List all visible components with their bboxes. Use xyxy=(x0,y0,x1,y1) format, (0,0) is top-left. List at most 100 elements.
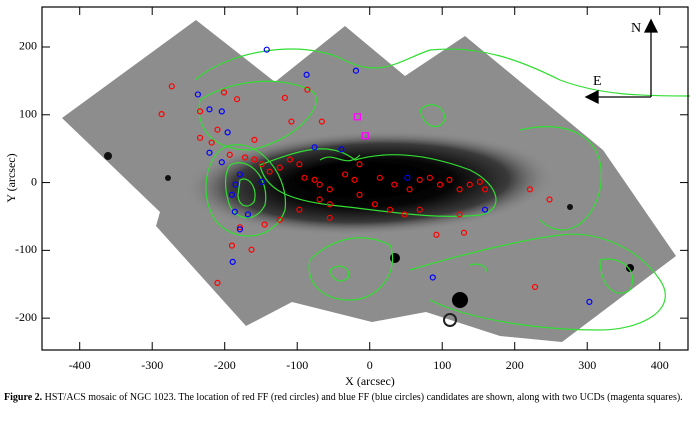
ff-marker xyxy=(352,67,360,74)
ff-marker xyxy=(194,91,201,98)
ff-marker xyxy=(481,186,489,193)
ff-marker xyxy=(526,186,534,193)
ff-marker xyxy=(404,174,411,181)
ff-marker xyxy=(228,242,236,249)
ff-marker xyxy=(338,146,345,153)
ff-marker xyxy=(586,298,593,305)
ff-marker xyxy=(301,174,308,181)
ff-marker xyxy=(426,174,433,181)
x-tick-label: 200 xyxy=(506,358,524,372)
y-tick-label: 200 xyxy=(19,39,37,53)
caption-text: HST/ACS mosaic of NGC 1023. The location… xyxy=(44,392,683,403)
ff-marker xyxy=(258,161,265,168)
ff-marker xyxy=(218,159,225,166)
ff-marker xyxy=(531,283,539,291)
ff-marker xyxy=(226,151,233,158)
ff-marker xyxy=(326,186,333,193)
ff-marker xyxy=(416,176,423,183)
ff-marker xyxy=(429,274,436,281)
ff-marker xyxy=(311,144,318,151)
ff-marker xyxy=(296,161,303,168)
ff-marker xyxy=(220,89,228,96)
ff-marker xyxy=(244,211,252,218)
ff-marker xyxy=(258,178,265,185)
y-axis-label: Y (arcsec) xyxy=(4,153,18,202)
ff-marker xyxy=(286,156,294,163)
ff-marker xyxy=(196,134,204,141)
ff-marker xyxy=(326,214,333,221)
ff-marker xyxy=(208,139,215,146)
ff-marker xyxy=(401,211,408,218)
east-label: E xyxy=(593,74,602,89)
ucd-marker xyxy=(361,132,369,140)
caption: Figure 2. HST/ACS mosaic of NGC 1023. Th… xyxy=(4,391,696,404)
x-tick-label: -100 xyxy=(286,358,308,372)
ff-marker xyxy=(231,208,238,215)
ff-marker xyxy=(233,96,241,103)
y-tick-label: 100 xyxy=(19,107,37,121)
ff-marker xyxy=(206,106,213,113)
ff-marker xyxy=(436,181,444,188)
ff-marker xyxy=(248,246,255,253)
ff-marker xyxy=(206,149,213,156)
ff-marker xyxy=(251,136,258,143)
ff-marker xyxy=(261,221,268,228)
ff-marker xyxy=(316,181,323,188)
ff-marker xyxy=(371,201,378,208)
ff-marker xyxy=(236,171,244,178)
ff-marker xyxy=(281,94,288,101)
x-tick-label: 300 xyxy=(578,358,596,372)
ff-marker xyxy=(456,186,463,193)
ff-marker xyxy=(351,176,358,183)
ff-marker xyxy=(341,171,349,178)
ff-marker xyxy=(296,206,303,213)
ff-marker xyxy=(232,181,239,188)
ff-marker xyxy=(263,46,270,53)
chart: N E X (arcsec) Y (arcsec) -400 -300 -200 -1… xyxy=(4,6,691,388)
ff-marker xyxy=(214,279,221,286)
ff-marker xyxy=(476,178,484,185)
ff-marker xyxy=(391,181,398,188)
ff-marker xyxy=(456,211,463,218)
ff-marker xyxy=(433,231,440,238)
ff-marker xyxy=(228,191,236,198)
ff-marker xyxy=(356,161,363,168)
ff-marker xyxy=(304,86,311,93)
ff-marker xyxy=(546,196,553,203)
ff-marker xyxy=(416,206,423,213)
ff-marker xyxy=(466,181,473,188)
ff-marker xyxy=(236,224,244,231)
ff-marker xyxy=(481,206,489,213)
ff-marker xyxy=(218,108,225,115)
ff-marker xyxy=(460,229,468,236)
ff-marker xyxy=(224,129,231,136)
x-tick-label: -400 xyxy=(69,358,91,372)
ff-marker xyxy=(386,206,394,213)
ff-marker xyxy=(229,258,236,265)
y-tick-label: 0 xyxy=(31,174,37,188)
ff-marker xyxy=(376,174,383,181)
caption-label: Figure 2. xyxy=(4,392,43,403)
x-tick-label: 100 xyxy=(433,358,451,372)
contours xyxy=(194,48,691,331)
ff-marker xyxy=(406,186,413,193)
x-tick-label: 400 xyxy=(651,358,669,372)
ff-marker xyxy=(214,126,221,133)
ff-marker xyxy=(196,108,204,115)
plot-frame xyxy=(41,6,689,351)
ff-marker xyxy=(276,164,283,171)
x-tick-label: -200 xyxy=(214,358,236,372)
ff-marker xyxy=(316,196,323,203)
ff-marker xyxy=(276,216,283,223)
ff-marker xyxy=(266,168,273,175)
ff-marker xyxy=(326,201,333,208)
ff-marker xyxy=(446,176,453,183)
ff-marker xyxy=(241,154,249,161)
north-label: N xyxy=(631,21,641,36)
x-tick-label: 0 xyxy=(367,358,373,372)
x-tick-label: -300 xyxy=(141,358,163,372)
ff-marker xyxy=(311,176,318,183)
ff-marker xyxy=(356,191,363,198)
ff-marker xyxy=(303,71,310,78)
ff-marker xyxy=(168,83,175,90)
